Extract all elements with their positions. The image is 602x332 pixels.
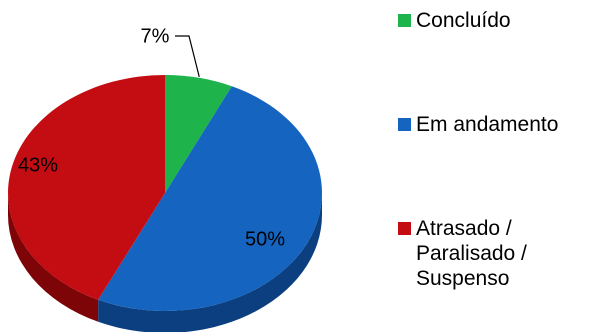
legend-swatch-em-andamento [398,118,411,131]
leader-line-concluido [175,35,200,77]
pie-sides [8,193,322,332]
legend-item-em-andamento: Em andamento [398,112,558,137]
legend-swatch-atrasado [398,222,411,235]
legend: Concluído Em andamento Atrasado / Parali… [398,0,602,332]
legend-label-concluido: Concluído [416,9,511,32]
legend-label-atrasado: Atrasado / Paralisado / Suspenso [416,217,527,290]
pie-slice-atrasado [7,75,165,300]
data-labels: 7% 50% 43% [18,25,285,250]
data-label-concluido: 7% [141,25,170,47]
data-label-em-andamento: 50% [245,228,285,250]
pie-slice-em-andamento [98,86,322,311]
legend-label-em-andamento: Em andamento [416,113,559,136]
data-label-atrasado: 43% [18,154,58,176]
legend-item-atrasado: Atrasado / Paralisado / Suspenso [398,216,527,291]
pie-slice-concluido [165,75,232,193]
legend-swatch-concluido [398,14,411,27]
legend-item-concluido: Concluído [398,8,511,33]
pie-side-em-andamento [98,193,322,332]
pie-side-atrasado [8,193,99,322]
pie-slices [7,75,322,311]
